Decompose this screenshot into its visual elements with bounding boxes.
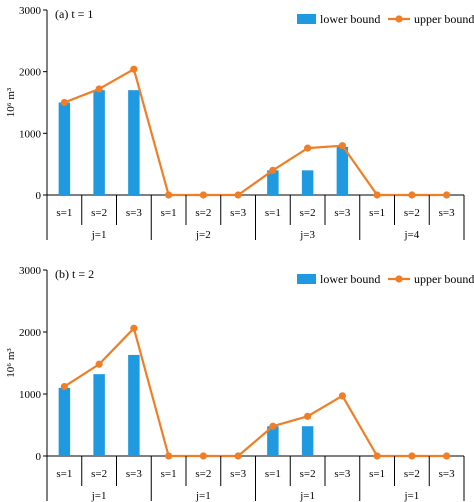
x-tick-label: s=1: [161, 468, 177, 480]
upper-bound-line: [63, 68, 447, 197]
upper-bound-point: [443, 452, 451, 460]
x-tick-label: s=3: [126, 207, 142, 219]
x-tick-label: s=2: [91, 468, 107, 480]
lower-bound-bar: [93, 90, 105, 195]
y-axis-label: 10⁶ m³: [5, 348, 17, 378]
upper-bound-point: [199, 191, 207, 199]
upper-bound-point: [234, 191, 242, 199]
x-tick-label: s=1: [56, 207, 72, 219]
y-tick-label: 3000: [19, 5, 42, 17]
x-tick-label: s=2: [300, 207, 316, 219]
panel-label: (b) t = 2: [55, 267, 94, 281]
panel-label: (a) t = 1: [55, 7, 93, 21]
upper-bound-point: [408, 191, 416, 199]
x-group-label: j=1: [299, 490, 315, 502]
x-tick-label: s=2: [91, 207, 107, 219]
x-tick-label: s=1: [369, 207, 385, 219]
lower-bound-bar: [128, 354, 140, 456]
x-group-label: j=4: [403, 229, 419, 241]
upper-bound-point: [165, 452, 173, 460]
upper-bound-point: [304, 412, 312, 420]
upper-bound-point: [60, 98, 68, 107]
legend-label-lower-bound: lower bound: [320, 12, 380, 26]
x-tick-label: s=2: [300, 468, 316, 480]
legend-label-lower-bound: lower bound: [320, 272, 380, 286]
y-tick-label: 3000: [19, 265, 42, 277]
y-tick-label: 1000: [19, 389, 42, 401]
upper-bound-point: [408, 452, 416, 460]
lower-bound-bar: [58, 387, 71, 456]
upper-bound-point: [130, 65, 138, 73]
x-tick-label: s=3: [334, 207, 350, 219]
y-tick-label: 0: [36, 190, 42, 202]
upper-bound-point: [60, 382, 68, 391]
x-group-label: j=1: [91, 229, 107, 241]
x-tick-label: s=2: [404, 468, 420, 480]
upper-bound-point: [373, 191, 381, 199]
x-group-label: j=1: [403, 490, 419, 502]
x-tick-label: s=3: [126, 468, 142, 480]
upper-bound-point: [130, 324, 138, 332]
x-group-label: j=3: [299, 229, 315, 241]
upper-bound-point: [338, 392, 346, 400]
legend-label-upper-bound: upper bound: [414, 12, 474, 26]
lower-bound-bar: [267, 426, 279, 456]
upper-bound-line: [63, 327, 447, 458]
x-tick-label: s=1: [265, 207, 281, 219]
x-tick-label: s=1: [369, 468, 385, 480]
y-axis-label: 10⁶ m³: [5, 87, 17, 117]
legend-label-upper-bound: upper bound: [414, 272, 474, 286]
x-tick-label: s=2: [404, 207, 420, 219]
lower-bound-bar: [336, 146, 349, 195]
legend-swatch-lower-bound: [297, 274, 316, 284]
legend-marker-upper-bound: [395, 15, 403, 23]
lower-bound-bar: [58, 102, 71, 195]
upper-bound-point: [269, 166, 277, 174]
lower-bound-bar: [128, 90, 140, 195]
x-tick-label: s=3: [230, 468, 246, 480]
legend-swatch-lower-bound: [297, 14, 316, 24]
upper-bound-point: [165, 191, 173, 199]
upper-bound-point: [373, 452, 381, 460]
x-tick-label: s=2: [195, 468, 211, 480]
x-tick-label: s=3: [230, 207, 246, 219]
upper-bound-point: [443, 191, 451, 199]
x-group-label: j=1: [195, 490, 211, 502]
y-tick-label: 0: [36, 451, 42, 463]
chart-panel-2: 0 1000 2000 3000 10⁶ m³ (b) t = 2 s=1 s=2 s=3 s=1…: [5, 265, 474, 502]
x-tick-label: s=3: [439, 468, 455, 480]
y-tick-label: 2000: [19, 327, 42, 339]
y-tick-label: 1000: [19, 128, 42, 140]
upper-bound-point: [269, 422, 277, 430]
upper-bound-point: [304, 144, 312, 152]
lower-bound-bar: [93, 374, 105, 456]
upper-bound-point: [95, 360, 103, 368]
x-tick-label: s=1: [265, 468, 281, 480]
x-group-label: j=2: [195, 229, 211, 241]
x-tick-label: s=2: [195, 207, 211, 219]
x-tick-label: s=3: [334, 468, 350, 480]
x-tick-label: s=1: [56, 468, 72, 480]
y-tick-label: 2000: [19, 67, 42, 79]
upper-bound-point: [199, 452, 207, 460]
lower-bound-bar: [267, 170, 279, 195]
upper-bound-point: [338, 142, 346, 150]
lower-bound-bar: [301, 426, 314, 456]
lower-bound-bar: [301, 170, 314, 195]
legend-marker-upper-bound: [395, 275, 403, 283]
upper-bound-point: [234, 452, 242, 460]
chart-panel-1: 0 1000 2000 3000 10⁶ m³ (a) t = 1 s=1 s=2 s=3 s=1…: [5, 5, 474, 241]
x-tick-label: s=3: [439, 207, 455, 219]
x-group-label: j=1: [91, 490, 107, 502]
upper-bound-point: [95, 85, 103, 93]
x-tick-label: s=1: [161, 207, 177, 219]
